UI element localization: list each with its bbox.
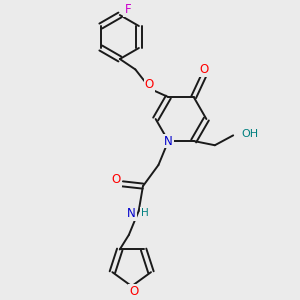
Text: O: O — [145, 78, 154, 92]
Text: OH: OH — [241, 129, 258, 139]
Text: H: H — [141, 208, 149, 218]
Text: O: O — [199, 63, 208, 76]
Text: N: N — [127, 207, 136, 220]
Text: F: F — [124, 3, 131, 16]
Text: O: O — [129, 285, 139, 298]
Text: O: O — [112, 173, 121, 186]
Text: N: N — [164, 134, 173, 148]
